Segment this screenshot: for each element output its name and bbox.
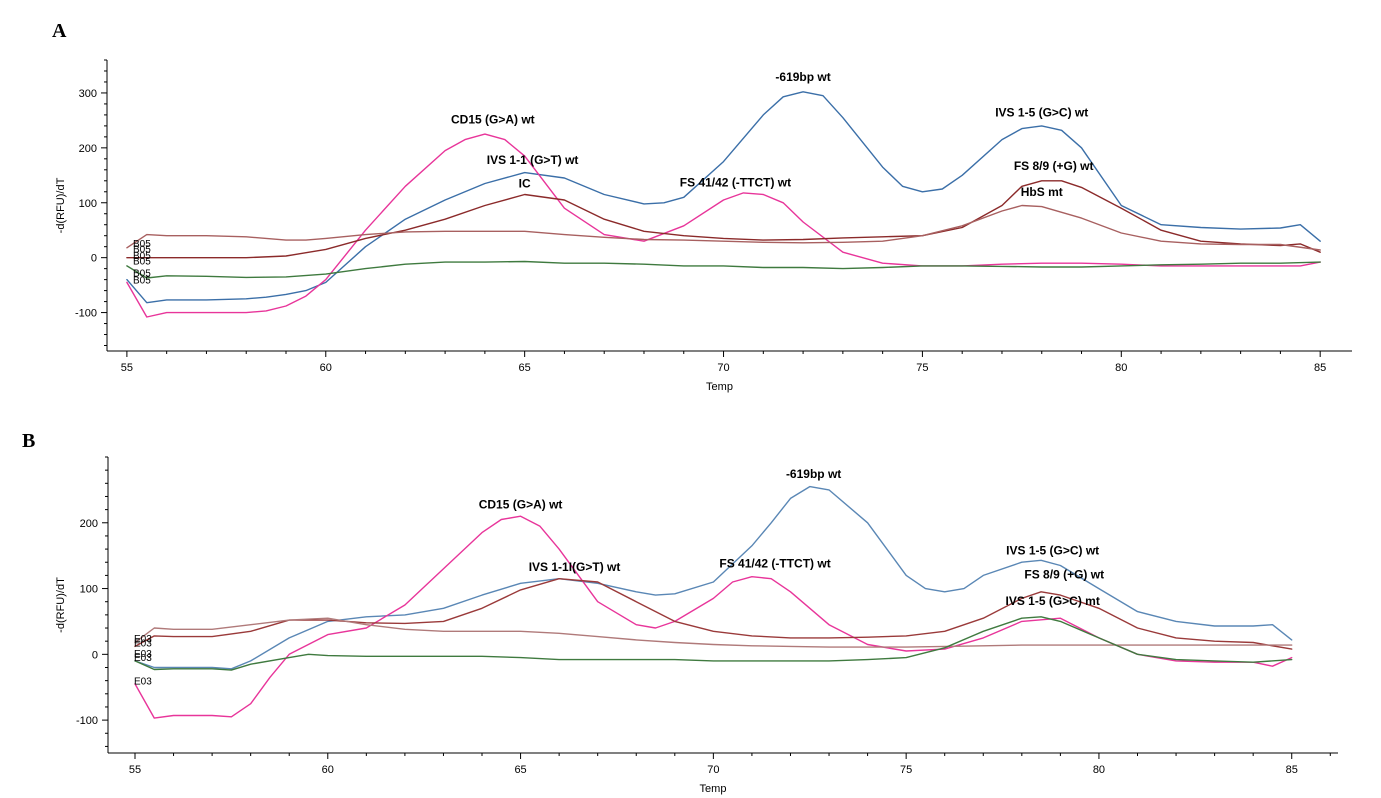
y-tick-label: -100 (76, 715, 98, 727)
peak-annotation: IVS 1-5 (G>C) wt (995, 106, 1088, 120)
peak-annotation: FS 41/42 (-TTCT) wt (680, 175, 791, 189)
melt-curve-a-4 (126, 204, 1321, 251)
peak-annotation: IC (519, 176, 531, 190)
peak-annotation: -619bp wt (775, 70, 830, 84)
x-tick-label: 80 (1115, 362, 1127, 374)
x-tick-label: 75 (916, 362, 928, 374)
melt-curve-a-3 (126, 180, 1321, 259)
peak-annotation: FS 8/9 (+G) wt (1014, 159, 1094, 173)
y-tick-label: 0 (91, 253, 97, 265)
melt-curve-b-3 (134, 578, 1293, 650)
y-axis-title-a: -d(RFU)/dT (55, 177, 67, 233)
y-tick-label: -100 (75, 308, 97, 320)
x-tick-label: 70 (717, 362, 729, 374)
peak-annotation: IVS 1-1 (G>T) wt (487, 153, 579, 167)
melt-curve-a-2 (126, 133, 1321, 318)
x-tick-label: 65 (519, 362, 531, 374)
peak-annotation: CD15 (G>A) wt (451, 113, 535, 127)
y-tick-label: 200 (79, 143, 97, 155)
melt-curve-a-1 (126, 91, 1321, 304)
melt-curve-b-5 (134, 616, 1293, 671)
x-tick-label: 85 (1314, 362, 1326, 374)
peak-annotation: FS 41/42 (-TTCT) wt (719, 557, 830, 571)
well-label: B05 (133, 251, 151, 262)
x-tick-label: 55 (121, 362, 133, 374)
well-label: B05 (133, 276, 151, 287)
x-axis-title-a: Temp (706, 381, 733, 393)
panel-b-letter: B (22, 430, 36, 452)
peak-annotation: CD15 (G>A) wt (479, 497, 563, 511)
x-tick-label: 60 (322, 764, 334, 776)
x-tick-label: 65 (514, 764, 526, 776)
peak-annotation: IVS 1-1I(G>T) wt (529, 560, 621, 574)
melt-curve-a-5 (126, 260, 1321, 279)
well-label: E03 (134, 653, 152, 664)
melt-curve-b-4 (134, 617, 1293, 648)
x-tick-label: 80 (1093, 764, 1105, 776)
y-tick-label: 200 (80, 518, 98, 530)
y-tick-label: 300 (79, 88, 97, 100)
x-tick-label: 75 (900, 764, 912, 776)
peak-annotation: IVS 1-5 (G>C) mt (1005, 594, 1099, 608)
x-axis-title-b: Temp (700, 783, 727, 795)
peak-annotation: HbS mt (1021, 185, 1063, 199)
x-tick-label: 55 (129, 764, 141, 776)
peak-annotation: FS 8/9 (+G) wt (1024, 568, 1104, 582)
x-tick-label: 85 (1286, 764, 1298, 776)
x-tick-label: 70 (707, 764, 719, 776)
peak-annotation: -619bp wt (786, 467, 841, 481)
melt-curve-b-2 (134, 515, 1293, 719)
well-label: E03 (134, 638, 152, 649)
well-label: E03 (134, 677, 152, 688)
panel-a-letter: A (52, 20, 67, 42)
well-label: E03 (134, 634, 152, 645)
melt-curve-b-1 (134, 485, 1293, 670)
well-label: B05 (133, 268, 151, 279)
y-axis-title-b: -d(RFU)/dT (55, 577, 67, 633)
well-label: B05 (133, 244, 151, 255)
peak-annotation: IVS 1-5 (G>C) wt (1006, 543, 1099, 557)
well-label: E03 (134, 649, 152, 660)
x-tick-label: 60 (320, 362, 332, 374)
y-tick-label: 0 (92, 649, 98, 661)
y-tick-label: 100 (80, 584, 98, 596)
y-tick-label: 100 (79, 198, 97, 210)
well-label: B05 (133, 256, 151, 267)
melt-curve-chart-a: -100 0 100 200 300 55 60 65 70 75 80 85 Temp -d(RFU)/… (55, 59, 1352, 393)
well-label: B05 (133, 239, 151, 250)
